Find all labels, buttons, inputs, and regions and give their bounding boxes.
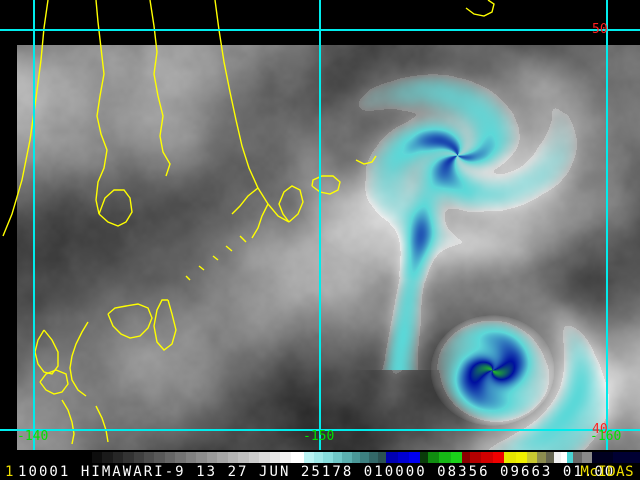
colorbar-segment: [561, 452, 568, 463]
colorbar-segment: [462, 452, 470, 463]
longitude-label-neg150: -150: [303, 429, 335, 444]
colorbar-segment: [439, 452, 451, 463]
colorbar-segment: [591, 452, 613, 463]
colorbar-segment: [582, 452, 592, 463]
longitude-gridline-160: [606, 0, 608, 450]
colorbar-segment: [408, 452, 421, 463]
colorbar-segment: [450, 452, 463, 463]
colorbar-segment: [351, 452, 361, 463]
latitude-label-40: 40: [592, 422, 608, 437]
colorbar-segment: [536, 452, 547, 463]
colorbar-segment: [553, 452, 562, 463]
colorbar-segment: [133, 452, 144, 463]
longitude-label-neg140: -140: [17, 429, 49, 444]
colorbar-segment: [527, 452, 537, 463]
colorbar-segment: [481, 452, 493, 463]
status-bar: 1 10001 HIMAWARI-9 13 27 JUN 25178 01000…: [0, 464, 640, 480]
longitude-gridline-150: [319, 0, 321, 450]
colorbar-segment: [515, 452, 528, 463]
colorbar-segment: [185, 452, 197, 463]
colorbar-segment: [196, 452, 207, 463]
colorbar-segment: [112, 452, 124, 463]
colorbar-segment: [206, 452, 218, 463]
colorbar-segment: [217, 452, 228, 463]
mcidas-brand-label: McIDAS: [580, 464, 634, 480]
satellite-image-region[interactable]: 50 40 -140 -150 -160: [0, 0, 640, 450]
colorbar-segment: [504, 452, 516, 463]
colorbar-segment: [154, 452, 165, 463]
colorbar-segment: [342, 452, 352, 463]
colorbar-segment: [332, 452, 343, 463]
colorbar-segment: [360, 452, 369, 463]
colorbar-segment: [164, 452, 176, 463]
colorbar-segment: [123, 452, 134, 463]
colorbar-segment: [469, 452, 482, 463]
colorbar-segment: [290, 452, 305, 463]
satellite-image-data[interactable]: [17, 45, 640, 450]
colorbar-segment: [248, 452, 260, 463]
colorbar-segment: [304, 452, 314, 463]
colorbar-segment: [546, 452, 554, 463]
colorbar-segment: [91, 452, 103, 463]
bottom-status-area: 1 10001 HIMAWARI-9 13 27 JUN 25178 01000…: [0, 450, 640, 480]
status-lead-digit: 1: [5, 464, 14, 480]
colorbar-segment: [368, 452, 378, 463]
colorbar-segment: [377, 452, 387, 463]
colorbar-segment: [259, 452, 270, 463]
latitude-gridline-50: [0, 29, 640, 31]
colorbar-segment: [102, 452, 113, 463]
colorbar-segment: [0, 452, 92, 463]
colorbar-segment: [238, 452, 249, 463]
colorbar-segment: [572, 452, 583, 463]
infrared-enhancement-colorbar: [0, 452, 640, 463]
colorbar-segment: [143, 452, 155, 463]
colorbar-segment: [567, 452, 573, 463]
latitude-label-50: 50: [592, 22, 608, 37]
colorbar-segment: [323, 452, 333, 463]
colorbar-segment: [175, 452, 186, 463]
colorbar-segment: [612, 452, 640, 463]
status-metadata-line: 10001 HIMAWARI-9 13 27 JUN 25178 010000 …: [18, 464, 616, 480]
colorbar-segment: [428, 452, 440, 463]
colorbar-segment: [227, 452, 239, 463]
colorbar-segment: [420, 452, 429, 463]
colorbar-segment: [280, 452, 291, 463]
longitude-label-neg160: -160: [590, 429, 622, 444]
colorbar-segment: [492, 452, 505, 463]
coastline-overlay: [2, 0, 495, 445]
longitude-gridline-140: [33, 0, 35, 450]
colorbar-segment: [386, 452, 398, 463]
colorbar-segment: [269, 452, 281, 463]
latitude-gridline-40: [0, 429, 640, 431]
colorbar-segment: [313, 452, 324, 463]
colorbar-segment: [397, 452, 409, 463]
